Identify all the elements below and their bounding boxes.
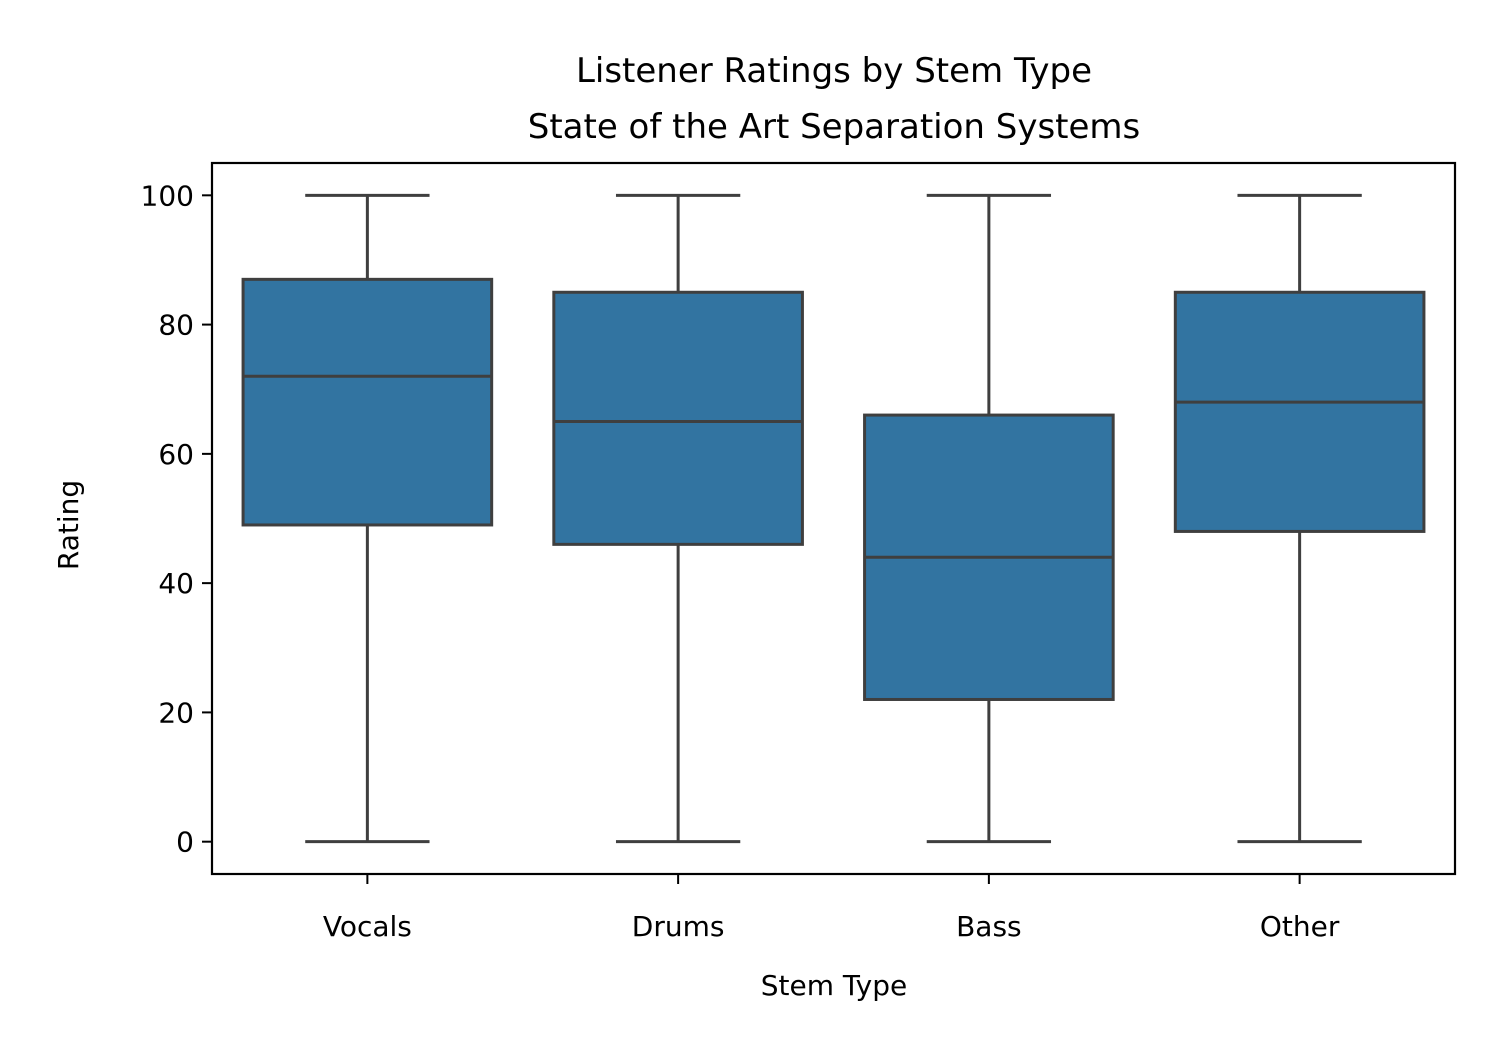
x-tick-label: Drums: [632, 910, 725, 943]
chart-title: Listener Ratings by Stem Type: [576, 51, 1092, 91]
y-tick-label: 60: [158, 438, 194, 471]
iqr-box: [552, 290, 804, 546]
plot-area: [241, 193, 1426, 844]
y-axis-label: Rating: [52, 480, 85, 570]
axes: 0 20 40 60 80 100 Vocals Drums Bass Other: [141, 179, 1340, 943]
y-tick-label: 80: [158, 309, 194, 342]
x-tick-label: Vocals: [323, 910, 412, 943]
x-tick-label: Bass: [956, 910, 1022, 943]
x-axis-label: Stem Type: [761, 969, 907, 1002]
y-tick-label: 0: [176, 826, 194, 859]
axes-frame: [210, 161, 1457, 876]
y-tick-label: 20: [158, 696, 194, 729]
iqr-box: [1173, 290, 1426, 533]
x-tick-label: Other: [1260, 910, 1340, 943]
box-group-other: [1173, 193, 1426, 844]
y-tick-label: 40: [158, 567, 194, 600]
y-tick-label: 100: [141, 179, 194, 212]
chart-subtitle: State of the Art Separation Systems: [528, 107, 1141, 147]
box-group-drums: [552, 193, 804, 844]
box-group-vocals: [241, 193, 494, 844]
box-group-bass: [863, 193, 1115, 844]
iqr-box: [241, 277, 494, 527]
